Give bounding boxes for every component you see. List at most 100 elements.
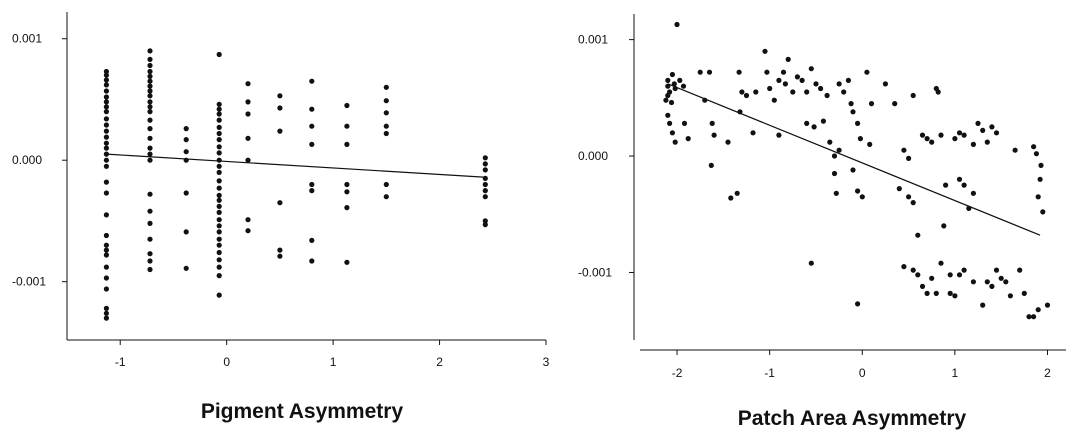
data-point — [947, 290, 953, 296]
data-point — [277, 93, 283, 99]
y-tick-label: 0.001 — [12, 32, 42, 46]
data-point — [103, 134, 109, 140]
pigment-asymmetry-scatter-chart: -1 0 1 2 3 0.001 0.000 -0.001 Pigment Asymmetr… — [12, 12, 550, 423]
data-point — [383, 194, 389, 200]
data-point — [697, 69, 703, 75]
data-point — [711, 132, 717, 138]
data-point — [216, 203, 222, 209]
data-point — [147, 78, 153, 84]
data-point — [344, 259, 350, 265]
patch-area-asymmetry-scatter-chart: -2 -1 0 1 2 0.001 0.000 -0.001 Patch Area Asym… — [578, 14, 1066, 430]
data-point — [1037, 176, 1043, 182]
data-point — [970, 141, 977, 147]
data-point — [103, 94, 109, 100]
data-point — [804, 89, 810, 95]
data-point — [309, 181, 315, 188]
data-point — [103, 82, 109, 88]
data-point — [1031, 144, 1037, 150]
data-point — [818, 85, 824, 92]
data-point — [980, 302, 986, 308]
data-points — [663, 21, 1051, 320]
data-point — [956, 272, 963, 278]
data-point — [961, 267, 967, 273]
data-point — [824, 92, 830, 99]
data-point — [833, 190, 839, 196]
data-point — [668, 99, 675, 106]
data-point — [924, 136, 930, 142]
data-point — [245, 135, 251, 141]
data-point — [183, 149, 189, 155]
data-point — [216, 106, 222, 112]
data-point — [216, 157, 222, 163]
data-point — [103, 109, 109, 115]
data-point — [708, 162, 714, 168]
data-point — [910, 200, 916, 206]
data-point — [183, 137, 189, 143]
data-point — [956, 176, 963, 182]
data-point — [183, 265, 189, 271]
data-point — [103, 99, 109, 105]
data-point — [780, 69, 787, 75]
data-point — [938, 260, 944, 266]
data-point — [725, 139, 731, 145]
data-point — [216, 117, 222, 123]
data-point — [750, 130, 756, 136]
x-tick-label: 3 — [543, 355, 550, 369]
data-point — [277, 200, 283, 206]
x-ticks: -1 0 1 2 3 — [115, 340, 550, 369]
data-point — [147, 104, 153, 110]
data-point — [216, 192, 222, 198]
data-point — [980, 127, 986, 133]
data-point — [782, 81, 789, 87]
data-point — [482, 194, 488, 200]
data-point — [831, 153, 838, 159]
data-point — [1003, 279, 1009, 285]
x-tick-label: 0 — [859, 366, 866, 380]
data-point — [1033, 151, 1039, 157]
data-point — [941, 223, 947, 229]
data-point — [811, 124, 817, 130]
data-point — [103, 104, 109, 110]
data-point — [1026, 314, 1032, 320]
data-point — [1035, 194, 1041, 200]
x-tick-label: 2 — [1044, 366, 1051, 380]
data-point — [245, 217, 251, 223]
data-point — [736, 69, 742, 75]
data-point — [998, 275, 1004, 281]
data-point — [901, 147, 907, 153]
data-point — [103, 128, 109, 134]
x-tick-label: 1 — [330, 355, 337, 369]
data-point — [482, 161, 488, 167]
data-point — [867, 141, 873, 147]
data-point — [103, 232, 109, 239]
data-point — [1017, 267, 1023, 273]
data-point — [808, 260, 814, 266]
regression-line — [106, 153, 486, 178]
data-point — [482, 181, 488, 188]
data-point — [216, 169, 222, 175]
data-point — [935, 89, 941, 95]
data-point — [103, 72, 109, 78]
x-tick-label: -1 — [115, 355, 126, 369]
data-point — [383, 181, 389, 188]
data-point — [216, 144, 222, 150]
data-point — [147, 151, 153, 157]
data-point — [984, 139, 990, 145]
data-point — [216, 209, 222, 215]
data-point — [674, 21, 680, 28]
data-point — [147, 83, 153, 89]
data-point — [663, 97, 669, 103]
data-point — [1031, 314, 1037, 320]
data-point — [915, 232, 921, 238]
data-point — [216, 242, 222, 248]
data-point — [103, 264, 109, 270]
data-point — [665, 112, 671, 118]
data-point — [103, 310, 109, 316]
data-point — [216, 150, 222, 156]
data-point — [147, 135, 153, 141]
data-point — [277, 128, 283, 134]
data-point — [183, 190, 189, 196]
data-point — [216, 163, 222, 169]
data-point — [753, 89, 759, 95]
data-point — [309, 188, 315, 194]
